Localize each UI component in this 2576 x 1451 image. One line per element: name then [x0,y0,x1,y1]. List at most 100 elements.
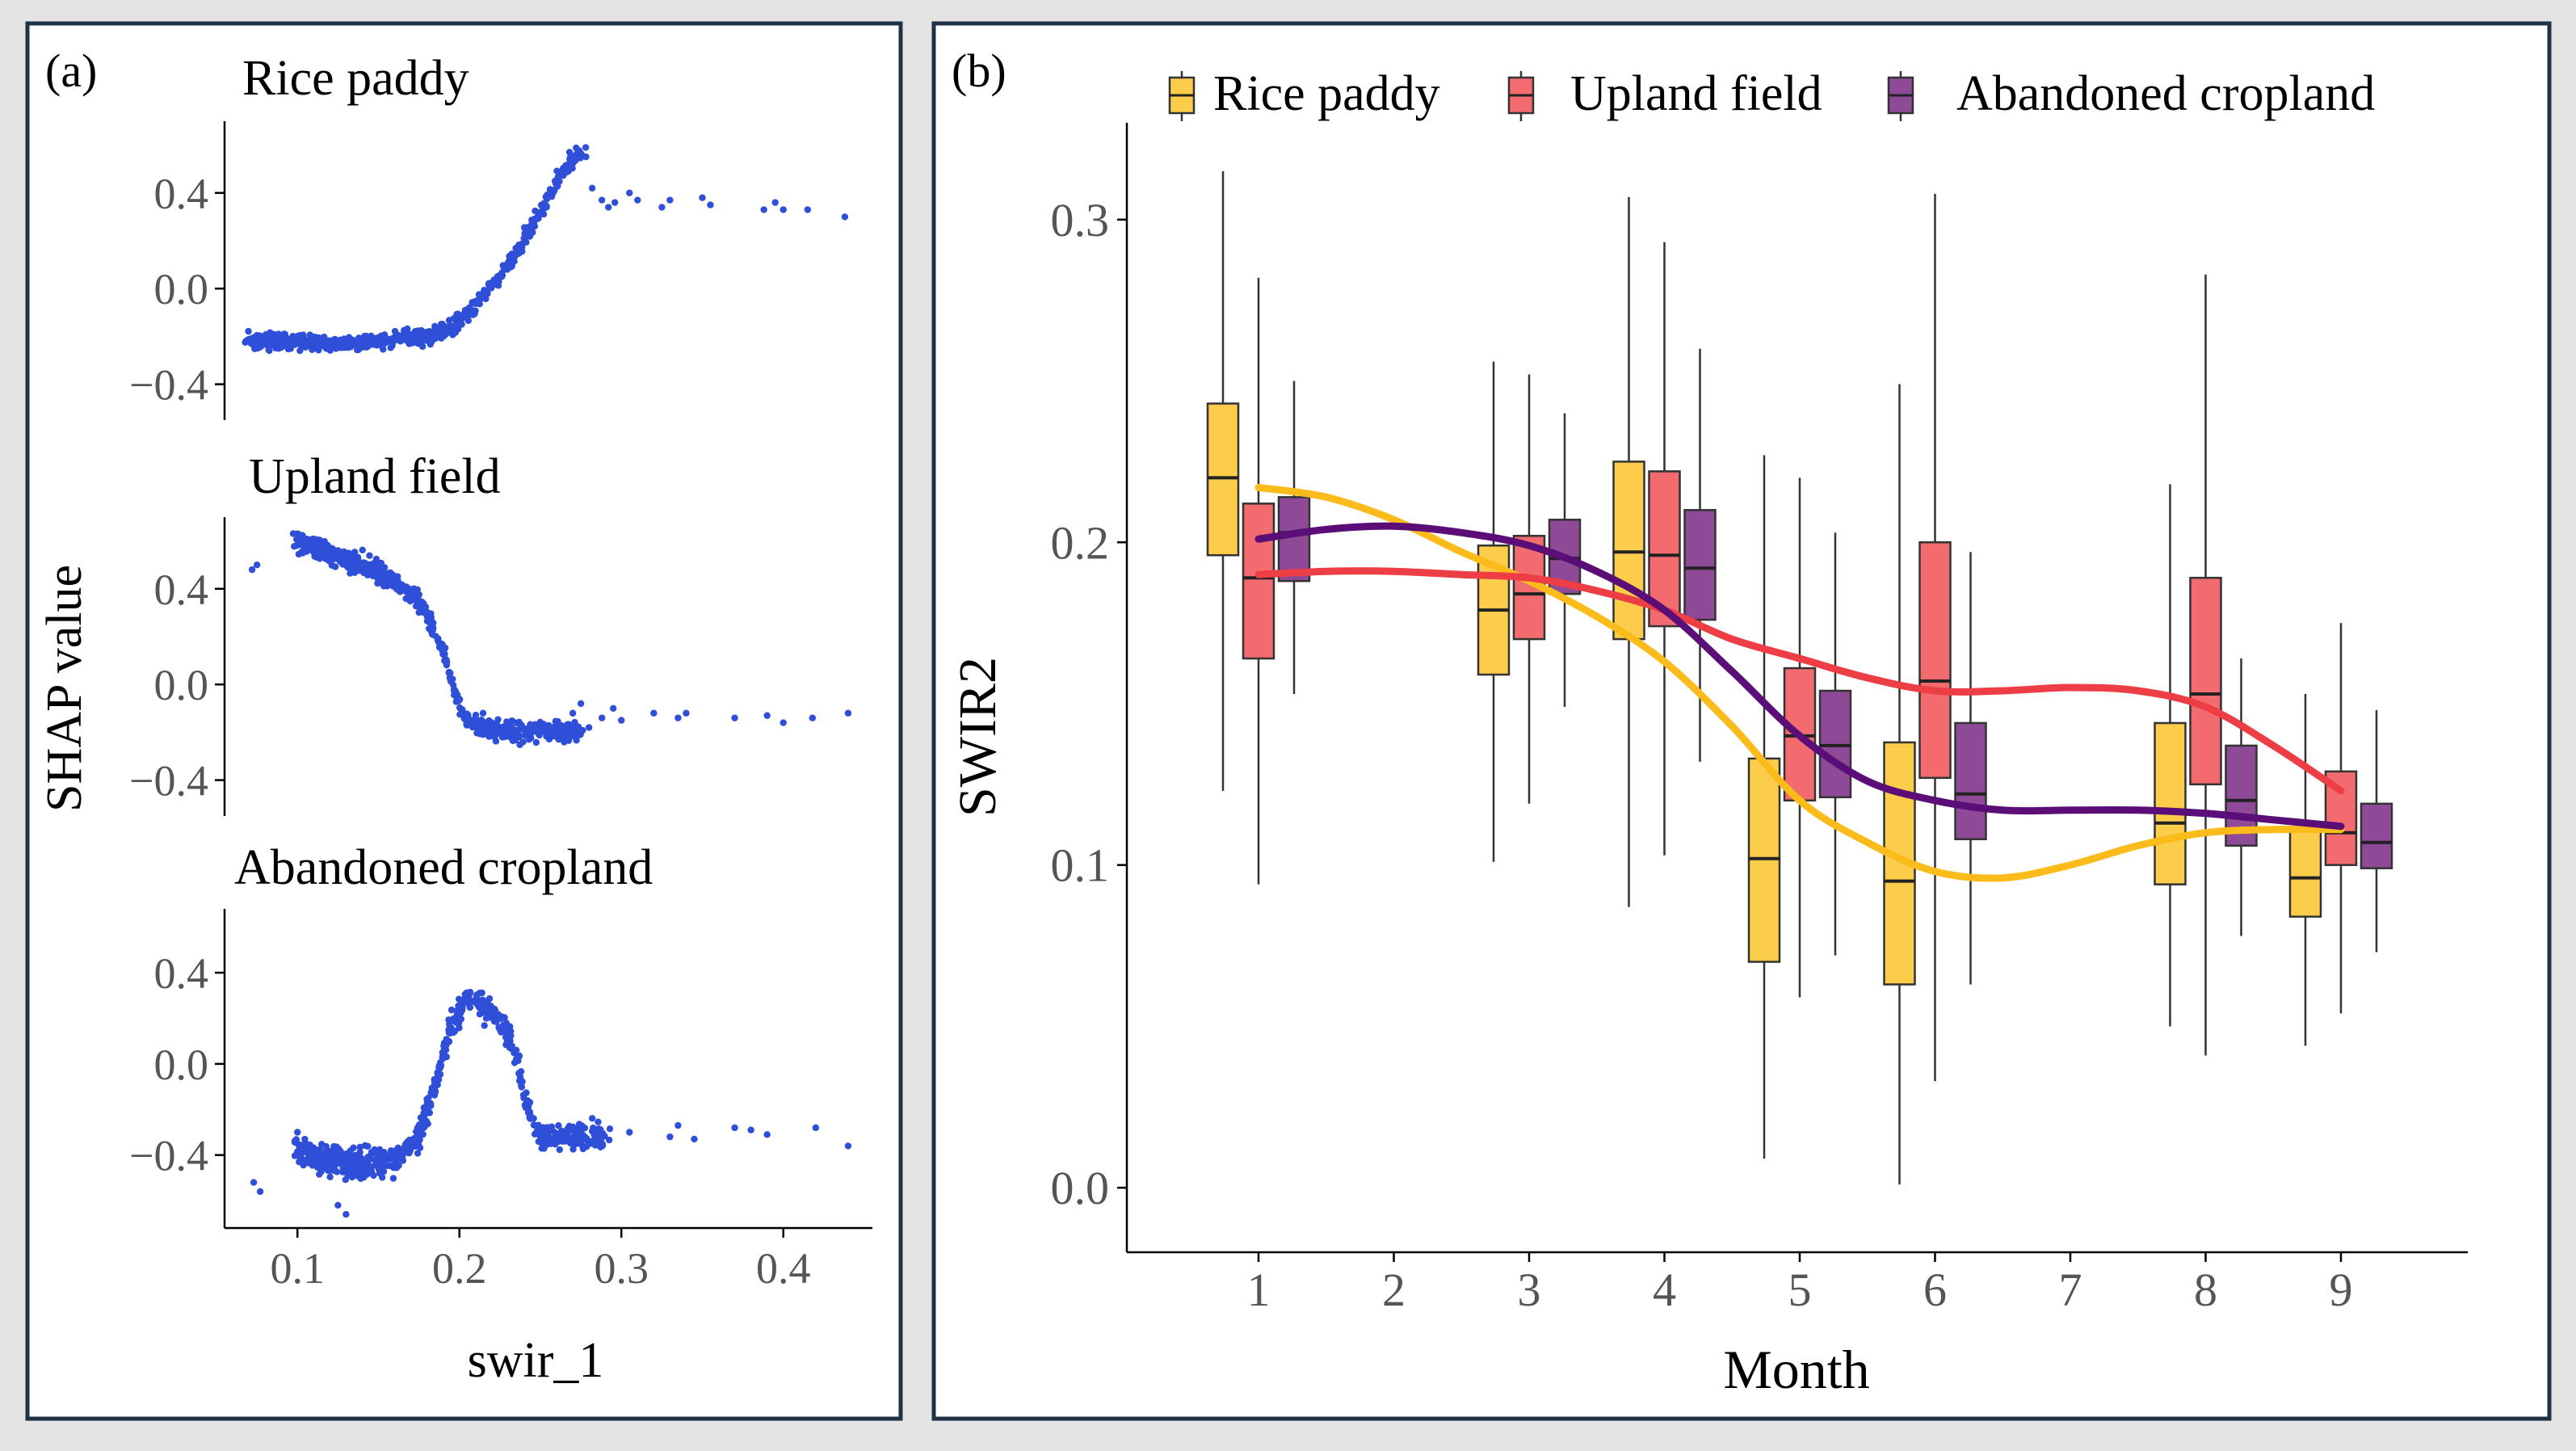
scatter-point-rice-paddy [262,335,269,343]
scatter-point-abandoned-cropland [666,1133,674,1141]
trend-line-rice-paddy [1254,483,2345,882]
subplot-title-upland-field: Upland field [249,449,501,504]
scatter-point-abandoned-cropland [361,1169,369,1177]
scatter-point-rice-paddy [780,206,787,213]
scatter-point-rice-paddy [508,250,515,258]
scatter-point-upland-field [372,570,380,578]
legend-label-upland-field: Upland field [1570,66,1822,121]
scatter-point-upland-field [379,572,386,579]
scatter-point-abandoned-cropland [399,1153,406,1161]
scatter-point-abandoned-cropland [463,989,470,997]
scatter-point-abandoned-cropland [448,1006,456,1014]
scatter-point-abandoned-cropland [569,1123,577,1131]
scatter-point-abandoned-cropland [547,1134,554,1142]
scatter-point-upland-field [374,579,381,587]
trend-line-upland-field [1254,567,2345,795]
scatter-point-abandoned-cropland [451,1028,459,1035]
scatter-point-abandoned-cropland [588,1115,596,1122]
scatter-point-abandoned-cropland [595,1118,602,1125]
scatter-point-rice-paddy [445,322,452,330]
scatter-point-abandoned-cropland [294,1129,301,1136]
box-upland-field [2189,576,2222,786]
scatter-point-abandoned-cropland [361,1163,368,1171]
y-tick-label-abandoned-cropland: 0.4 [154,949,209,998]
scatter-point-rice-paddy [582,144,590,151]
legend-label-rice-paddy: Rice paddy [1213,66,1440,121]
scatter-point-upland-field [427,614,435,621]
scatter-point-upland-field [479,709,487,717]
subplot-title-abandoned-cropland: Abandoned cropland [234,840,653,895]
scatter-point-abandoned-cropland [582,1136,590,1143]
scatter-point-upland-field [568,731,576,738]
scatter-point-upland-field [443,658,451,666]
scatter-point-abandoned-cropland [483,998,491,1005]
scatter-point-rice-paddy [506,263,514,271]
scatter-point-upland-field [547,723,554,731]
scatter-point-upland-field [553,718,561,726]
scatter-point-abandoned-cropland [481,1022,488,1029]
scatter-point-upland-field [299,549,307,557]
scatter-point-abandoned-cropland [419,1130,427,1138]
scatter-point-rice-paddy [416,328,423,336]
scatter-point-upland-field [780,719,787,726]
box-rice-paddy [2288,828,2322,918]
scatter-point-abandoned-cropland [346,1152,354,1160]
scatter-point-rice-paddy [474,297,481,305]
scatter-point-abandoned-cropland [370,1171,377,1180]
scatter-point-abandoned-cropland [626,1129,633,1136]
scatter-point-upland-field [380,579,388,587]
scatter-point-abandoned-cropland [478,989,485,997]
scatter-point-abandoned-cropland [530,1115,537,1122]
scatter-point-rice-paddy [326,339,334,347]
scatter-point-upland-field [519,738,527,746]
scatter-point-rice-paddy [388,340,396,347]
scatter-point-rice-paddy [548,193,556,200]
scatter-point-upland-field [491,734,498,741]
scatter-point-abandoned-cropland [391,1157,398,1164]
scatter-point-rice-paddy [666,196,674,204]
scatter-point-abandoned-cropland [375,1166,383,1173]
scatter-point-upland-field [348,554,355,562]
y-tick-label-rice-paddy: −0.4 [129,361,208,410]
scatter-point-rice-paddy [841,213,849,221]
scatter-point-upland-field [359,546,366,554]
scatter-point-abandoned-cropland [425,1094,432,1102]
scatter-point-upland-field [454,691,461,699]
scatter-point-abandoned-cropland [763,1131,771,1138]
scatter-point-abandoned-cropland [386,1162,394,1170]
scatter-point-upland-field [731,714,738,721]
panel-b-y-axis-label: SWIR2 [948,657,1007,817]
scatter-point-upland-field [459,709,466,716]
scatter-point-abandoned-cropland [321,1161,329,1169]
scatter-point-upland-field [253,561,261,569]
panel-a-label: (a) [45,44,97,97]
scatter-point-abandoned-cropland [541,1138,548,1146]
scatter-point-rice-paddy [530,218,538,225]
scatter-point-abandoned-cropland [606,1125,614,1133]
box-abandoned-cropland [1954,721,1987,840]
scatter-point-abandoned-cropland [296,1153,304,1161]
scatter-point-rice-paddy [566,155,574,162]
scatter-point-abandoned-cropland [556,1146,564,1154]
scatter-point-upland-field [577,700,585,708]
scatter-point-rice-paddy [393,332,401,340]
scatter-point-upland-field [412,591,420,599]
scatter-point-upland-field [337,553,345,560]
scatter-point-abandoned-cropland [306,1154,313,1161]
scatter-point-rice-paddy [427,340,434,348]
scatter-point-rice-paddy [707,201,714,208]
scatter-point-rice-paddy [265,347,272,354]
scatter-point-upland-field [579,726,586,734]
scatter-point-rice-paddy [353,346,361,354]
scatter-point-rice-paddy [554,182,561,190]
scatter-point-upland-field [294,530,301,537]
scatter-point-upland-field [809,714,817,721]
scatter-point-abandoned-cropland [368,1163,376,1171]
scatter-point-abandoned-cropland [334,1201,342,1209]
box-rice-paddy [1883,741,1916,986]
scatter-point-abandoned-cropland [538,1145,545,1152]
scatter-point-upland-field [618,717,625,724]
scatter-point-abandoned-cropland [356,1143,363,1151]
panel-a-x-tick-label: 0.4 [756,1244,811,1293]
scatter-point-upland-field [434,637,442,644]
